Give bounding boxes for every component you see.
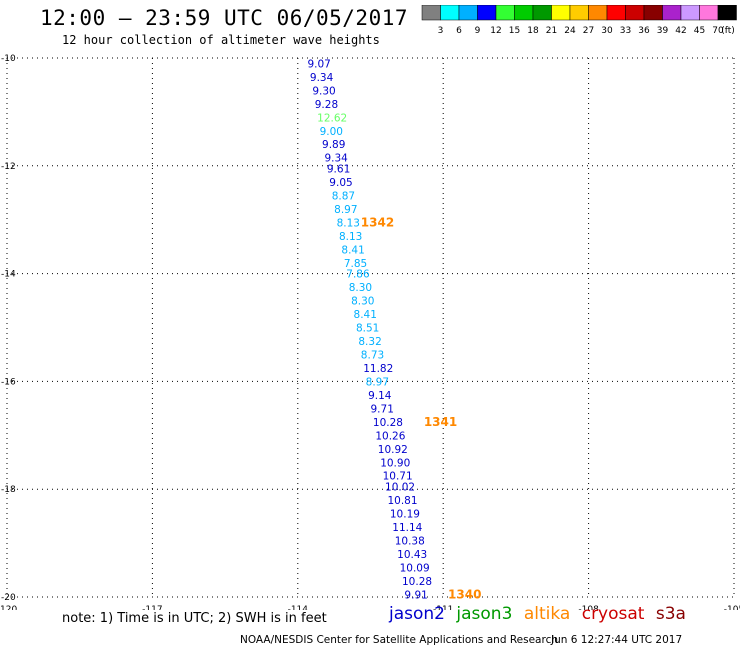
wave-height-point: 8.97	[366, 376, 389, 388]
pass-time-annotation: 1342	[361, 215, 394, 229]
wave-height-point: 10.28	[402, 576, 432, 588]
wave-height-point: 9.89	[322, 139, 345, 151]
wave-height-point: 9.28	[315, 99, 338, 111]
y-tick-label: -14	[1, 270, 16, 280]
wave-height-point: 10.09	[400, 562, 430, 574]
wave-height-point: 8.13	[337, 217, 360, 229]
units-note: note: 1) Time is in UTC; 2) SWH is in fe…	[62, 611, 327, 626]
colorbar-label: 18	[527, 26, 539, 36]
wave-height-point: 7.86	[346, 269, 370, 281]
colorbar-label: 12	[490, 26, 501, 36]
legend-s3a: s3a	[655, 604, 686, 624]
y-tick-label: -10	[1, 54, 16, 64]
wave-height-point: 10.92	[378, 444, 408, 456]
x-tick-label: -111	[433, 605, 453, 610]
wave-height-plot: -120 -117 -114 -111 -108 -105 -10 -12 -14 -16 -18 -…	[0, 54, 740, 610]
wave-height-point: 11.82	[363, 363, 393, 375]
wave-height-point: 9.07	[307, 58, 330, 70]
wave-height-point: 8.41	[354, 309, 377, 321]
wave-height-point: 10.26	[375, 430, 405, 442]
colorbar-label: 39	[657, 26, 669, 36]
wave-height-point: 9.91	[404, 589, 427, 601]
wave-height-point: 10.90	[380, 457, 410, 469]
colorbar-label: 21	[546, 26, 557, 36]
colorbar-label: 45	[694, 26, 705, 36]
colorbar-label: 24	[564, 26, 576, 36]
footer-credit: NOAA/NESDIS Center for Satellite Applica…	[240, 634, 558, 646]
pass-time-annotation: 1341	[424, 415, 457, 429]
footer-timestamp: Jun 6 12:27:44 UTC 2017	[551, 634, 683, 646]
colorbar-label: 33	[620, 26, 631, 36]
wave-height-point: 9.14	[368, 390, 392, 402]
colorbar-swatch	[717, 5, 737, 21]
wave-height-point: 8.51	[356, 323, 379, 335]
wave-height-point: 8.97	[334, 204, 357, 216]
color-scale-bar: 3 6 9 12 15 18 21 24 27 30 33 36 39 42 45 70(ft)	[421, 5, 737, 36]
colorbar-unit: (ft)	[721, 26, 735, 36]
colorbar-label: 3	[438, 26, 444, 36]
wave-height-point: 9.34	[310, 72, 334, 84]
x-tick-label: -108	[578, 605, 599, 610]
y-tick-label: -16	[1, 377, 16, 387]
colorbar-label: 6	[456, 26, 462, 36]
wave-height-point: 9.71	[371, 403, 394, 415]
wave-height-point: 8.41	[341, 244, 364, 256]
wave-height-point: 10.02	[385, 482, 415, 494]
legend-cryosat: cryosat	[581, 604, 645, 624]
colorbar-label: 36	[638, 26, 650, 36]
y-tick-label: -20	[1, 593, 16, 603]
wave-height-point: 9.30	[312, 85, 335, 97]
colorbar-label: 15	[509, 26, 520, 36]
legend-jason3: jason3	[456, 604, 513, 624]
wave-height-point: 10.38	[395, 535, 425, 547]
wave-height-point: 12.62	[317, 112, 347, 124]
wave-height-point: 7.85	[344, 258, 367, 270]
wave-height-point: 9.05	[329, 177, 352, 189]
colorbar-label: 42	[675, 26, 686, 36]
colorbar-label: 70	[712, 26, 724, 36]
colorbar-label: 27	[583, 26, 594, 36]
wave-height-point: 8.32	[358, 336, 381, 348]
legend-altika: altika	[523, 604, 571, 624]
wave-height-point: 8.87	[332, 190, 355, 202]
wave-height-point: 8.73	[361, 349, 384, 361]
x-tick-label: -105	[724, 605, 740, 610]
wave-height-point: 8.13	[339, 231, 362, 243]
colorbar-label: 9	[475, 26, 481, 36]
wave-height-point: 11.14	[392, 522, 422, 534]
wave-height-point: 10.71	[383, 471, 413, 483]
wave-height-point: 10.19	[390, 508, 420, 520]
wave-height-point: 9.61	[327, 163, 350, 175]
pass-time-annotation: 1340	[448, 587, 481, 601]
satellite-legend: jason2 jason3 altika cryosat s3a	[389, 604, 692, 624]
wave-height-point: 8.30	[351, 296, 374, 308]
wave-height-point: 10.28	[373, 417, 403, 429]
chart-subtitle: 12 hour collection of altimeter wave hei…	[62, 33, 380, 47]
wave-height-point: 9.00	[320, 126, 343, 138]
wave-height-point: 8.30	[349, 282, 372, 294]
legend-jason2: jason2	[389, 604, 445, 624]
x-tick-label: -117	[142, 605, 162, 610]
x-tick-label: -120	[0, 605, 17, 610]
y-tick-label: -12	[1, 162, 16, 172]
wave-height-point: 9.34	[324, 153, 348, 165]
wave-height-point: 10.81	[387, 495, 417, 507]
y-tick-label: -18	[1, 485, 16, 495]
colorbar-label: 30	[601, 26, 613, 36]
x-tick-label: -114	[288, 605, 309, 610]
chart-title: 12:00 – 23:59 UTC 06/05/2017	[40, 6, 409, 30]
wave-height-point: 10.43	[397, 549, 427, 561]
